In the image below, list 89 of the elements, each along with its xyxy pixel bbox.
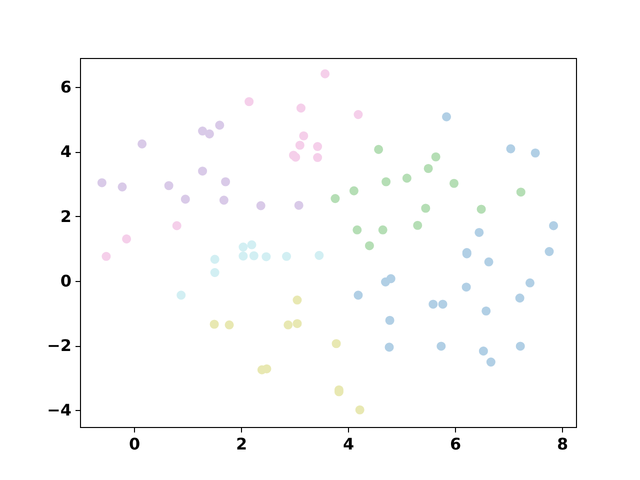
point: [122, 234, 132, 244]
point: [482, 306, 491, 316]
y-tick-label: −4: [46, 400, 72, 420]
point: [349, 186, 358, 196]
y-tick-label: 4: [60, 142, 72, 162]
point: [198, 166, 208, 176]
point: [296, 104, 306, 113]
point: [354, 110, 363, 120]
y-tick-label: 0: [60, 271, 72, 290]
point: [380, 277, 390, 286]
point: [515, 294, 524, 303]
point: [102, 252, 111, 261]
point: [219, 196, 228, 205]
point: [330, 194, 340, 204]
point: [314, 250, 324, 260]
point: [204, 129, 214, 138]
point: [97, 178, 106, 188]
point: [295, 140, 304, 150]
point: [525, 278, 535, 288]
point: [313, 142, 322, 152]
point: [198, 126, 208, 136]
point: [118, 182, 127, 192]
point: [294, 200, 304, 210]
y-tick-label: −2: [46, 336, 72, 356]
point: [516, 342, 525, 351]
point: [291, 152, 300, 162]
point: [164, 181, 174, 190]
point: [428, 300, 438, 309]
point: [172, 221, 182, 230]
point: [244, 97, 254, 106]
point: [262, 252, 271, 262]
point: [313, 153, 322, 162]
point: [247, 240, 256, 250]
point: [292, 319, 302, 328]
point: [413, 220, 422, 230]
point: [249, 251, 258, 260]
point: [431, 152, 440, 162]
point: [221, 177, 230, 186]
point: [299, 131, 308, 140]
x-tick-label: 2: [236, 434, 248, 454]
point: [352, 225, 362, 234]
point: [484, 257, 494, 266]
point: [474, 228, 484, 237]
point: [284, 320, 293, 330]
point: [320, 69, 330, 78]
x-tick-label: 0: [128, 434, 140, 454]
point: [210, 254, 220, 264]
point: [374, 144, 384, 154]
point: [180, 194, 190, 204]
x-tick-label: 4: [342, 434, 354, 454]
point: [215, 120, 224, 130]
point: [385, 316, 394, 325]
point: [138, 139, 147, 148]
point: [549, 221, 558, 230]
point: [238, 242, 248, 252]
y-tick-label: 2: [60, 206, 72, 226]
point: [442, 112, 452, 122]
point: [364, 241, 374, 250]
point: [516, 188, 526, 197]
x-tick-label: 8: [557, 434, 568, 454]
point: [210, 320, 219, 329]
point: [210, 268, 220, 278]
point: [462, 282, 471, 292]
point: [402, 174, 412, 183]
point: [486, 358, 496, 367]
point: [282, 252, 292, 261]
point: [176, 290, 186, 300]
point: [224, 320, 234, 330]
point: [292, 296, 302, 305]
point: [438, 300, 448, 309]
point: [256, 201, 266, 210]
point: [378, 225, 388, 234]
point: [530, 148, 540, 158]
point: [355, 405, 364, 414]
point: [382, 177, 391, 186]
point: [354, 290, 363, 300]
y-tick-label: 6: [60, 78, 72, 97]
point: [424, 164, 433, 174]
point: [384, 342, 394, 352]
point: [332, 339, 341, 348]
point: [238, 252, 248, 261]
point: [449, 178, 459, 188]
x-tick-label: 6: [450, 434, 462, 454]
point: [476, 204, 486, 214]
point: [478, 346, 488, 356]
point: [544, 247, 554, 256]
point: [506, 144, 516, 154]
point: [436, 342, 446, 351]
point: [421, 204, 430, 213]
